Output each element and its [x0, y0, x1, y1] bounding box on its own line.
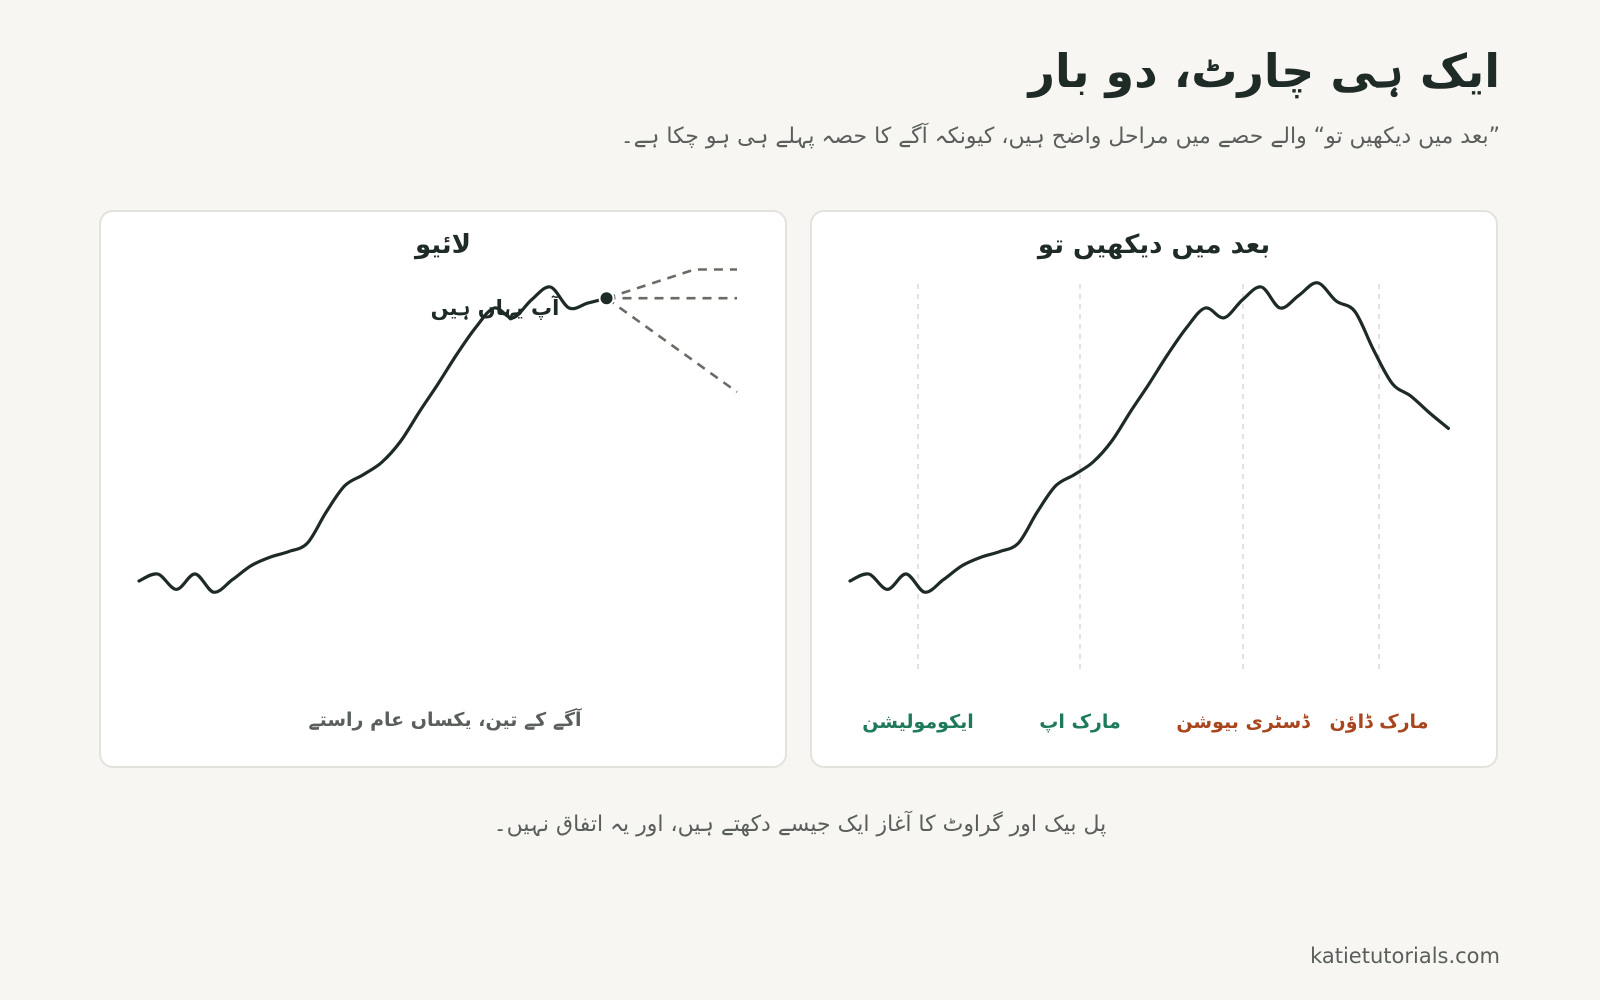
hindsight-panel-title: بعد میں دیکھیں تو	[1037, 230, 1271, 260]
page-title: ایک ہی چارٹ، دو بار	[1028, 44, 1500, 98]
live-panel-title: لائیو	[414, 230, 472, 260]
live-price-line	[137, 285, 609, 594]
current-position-marker	[598, 290, 615, 307]
phase-label-markdown: مارک ڈاؤن	[1330, 711, 1429, 733]
phase-dividers	[917, 284, 1380, 674]
phase-label-distribution: ڈسٹری بیوشن	[1176, 711, 1311, 733]
live-chart-panel: لائیو آپ یہاں ہیں آگے کے تین، یکساں عام …	[99, 210, 787, 768]
projection-path-3	[605, 297, 738, 394]
phase-label-markup: مارک اپ	[1039, 711, 1121, 733]
live-chart-svg: آپ یہاں ہیں آگے کے تین، یکساں عام راستے	[137, 268, 738, 731]
phase-label-accumulation: ایکومولیشن	[862, 711, 974, 733]
site-credit: katietutorials.com	[1310, 944, 1500, 968]
you-are-here-label: آپ یہاں ہیں	[431, 295, 560, 321]
footer-note: پل بیک اور گراوٹ کا آغاز ایک جیسے دکھتے …	[493, 812, 1107, 837]
hindsight-chart-svg: ایکومولیشن مارک اپ ڈسٹری بیوشن مارک ڈاؤن	[848, 281, 1450, 733]
live-caption: آگے کے تین، یکساں عام راستے	[308, 707, 582, 731]
hindsight-chart-panel: بعد میں دیکھیں تو ایکومولیشن مارک اپ ڈسٹ…	[810, 210, 1498, 768]
page-subtitle: ”بعد میں دیکھیں تو“ والے حصے میں مراحل و…	[620, 124, 1500, 149]
hindsight-price-line	[848, 281, 1450, 594]
projection-lines	[605, 268, 738, 394]
projection-path-1	[606, 268, 737, 300]
